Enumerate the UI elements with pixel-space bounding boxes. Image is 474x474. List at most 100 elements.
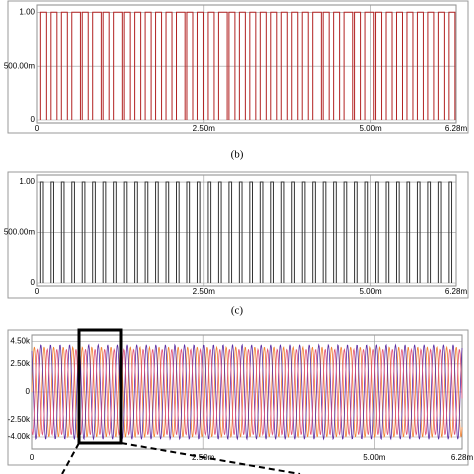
y-tick-label: 0 bbox=[31, 115, 36, 124]
y-tick-label: 2.50k bbox=[10, 359, 31, 368]
pulse bbox=[427, 11, 435, 120]
pulse bbox=[113, 181, 117, 283]
pulse bbox=[291, 11, 299, 120]
pulse bbox=[228, 11, 236, 120]
pulse bbox=[134, 11, 142, 120]
x-tick-label: 5.00m bbox=[363, 453, 386, 462]
x-tick-label: 2.50m bbox=[193, 287, 216, 296]
pulse bbox=[123, 181, 128, 283]
zoom-line bbox=[61, 442, 80, 474]
plot-area bbox=[36, 174, 457, 287]
pulse bbox=[207, 11, 215, 120]
panel-frame bbox=[7, 171, 469, 299]
y-tick-label: 500.00m bbox=[4, 228, 35, 237]
y-tick-label: -4.00k bbox=[8, 432, 31, 441]
pulse bbox=[416, 181, 421, 283]
pulse bbox=[280, 11, 288, 120]
pulse bbox=[196, 181, 201, 283]
panel-frame bbox=[7, 329, 469, 466]
pulse bbox=[270, 181, 274, 283]
pulse bbox=[81, 11, 89, 120]
pulse bbox=[280, 181, 285, 283]
zoom-line bbox=[120, 442, 301, 474]
pulse bbox=[312, 11, 322, 120]
y-tick-label: 1.00 bbox=[19, 7, 35, 16]
pulse bbox=[155, 181, 159, 283]
pulse bbox=[249, 181, 254, 283]
x-tick-label: 6.28m bbox=[451, 453, 474, 462]
pulse bbox=[207, 181, 212, 283]
pulse bbox=[333, 181, 337, 283]
pulse bbox=[144, 11, 152, 120]
pulse bbox=[333, 11, 341, 120]
y-tick-label: -2.50k bbox=[8, 415, 31, 424]
pulse bbox=[395, 181, 400, 283]
pulse bbox=[102, 181, 107, 283]
pulse bbox=[186, 11, 194, 120]
y-tick-label: 4.50k bbox=[10, 336, 31, 345]
pulse bbox=[354, 181, 358, 283]
pulse bbox=[259, 181, 264, 283]
pulse bbox=[71, 181, 75, 283]
pulse bbox=[375, 11, 383, 120]
x-tick-label: 0 bbox=[30, 453, 35, 462]
x-tick-label: 0 bbox=[35, 287, 40, 296]
waveform bbox=[31, 343, 463, 441]
pulse bbox=[312, 181, 316, 283]
waveform bbox=[31, 347, 463, 437]
panel-frame bbox=[7, 0, 469, 134]
pulse bbox=[228, 181, 233, 283]
pulse bbox=[165, 181, 170, 283]
pulse bbox=[196, 11, 204, 120]
pulse bbox=[291, 181, 295, 283]
pulse bbox=[406, 181, 411, 283]
y-tick-label: 1.00 bbox=[19, 177, 35, 186]
pulse bbox=[343, 181, 348, 283]
pulse bbox=[448, 181, 453, 283]
pulse bbox=[217, 11, 228, 120]
pulse bbox=[343, 11, 354, 120]
x-tick-label: 5.00m bbox=[359, 124, 382, 133]
caption: (b) bbox=[231, 149, 244, 161]
pulse bbox=[448, 11, 456, 120]
pulse bbox=[385, 181, 390, 283]
pulse bbox=[238, 11, 246, 120]
pulse bbox=[92, 11, 102, 120]
pulse bbox=[39, 181, 44, 283]
pulse bbox=[134, 181, 138, 283]
pulse bbox=[60, 11, 68, 120]
caption: (c) bbox=[231, 305, 244, 317]
x-tick-label: 0 bbox=[35, 124, 40, 133]
pulse bbox=[301, 181, 306, 283]
pulse bbox=[238, 181, 243, 283]
pulse bbox=[437, 181, 442, 283]
x-tick-label: 5.00m bbox=[359, 287, 382, 296]
pulse bbox=[385, 11, 393, 120]
pulse bbox=[71, 11, 81, 120]
pulse bbox=[113, 11, 123, 120]
pulse bbox=[123, 11, 131, 120]
pulse bbox=[81, 181, 86, 283]
y-tick-label: 0 bbox=[26, 387, 31, 396]
pulse bbox=[102, 11, 110, 120]
pulse bbox=[155, 11, 163, 120]
pulse bbox=[364, 181, 369, 283]
pulse bbox=[39, 11, 47, 120]
plots: 0 500.00m 1.00 0 2.50m 5.00m 6.28m (b) 0 500.00m 1… bbox=[4, 4, 474, 462]
x-tick-label: 6.28m bbox=[445, 124, 468, 133]
pulse bbox=[437, 11, 445, 120]
pulse bbox=[427, 181, 432, 283]
y-tick-label: 0 bbox=[31, 278, 36, 287]
pulse bbox=[217, 181, 222, 283]
x-tick-label: 2.50m bbox=[193, 124, 216, 133]
pulse bbox=[186, 181, 191, 283]
x-tick-label: 6.28m bbox=[445, 287, 468, 296]
pulse bbox=[249, 11, 257, 120]
pulse bbox=[375, 181, 379, 283]
pulse bbox=[144, 181, 149, 283]
pulse bbox=[322, 11, 330, 120]
plot-area bbox=[36, 4, 457, 124]
pulse bbox=[270, 11, 278, 120]
pulse bbox=[406, 11, 414, 120]
